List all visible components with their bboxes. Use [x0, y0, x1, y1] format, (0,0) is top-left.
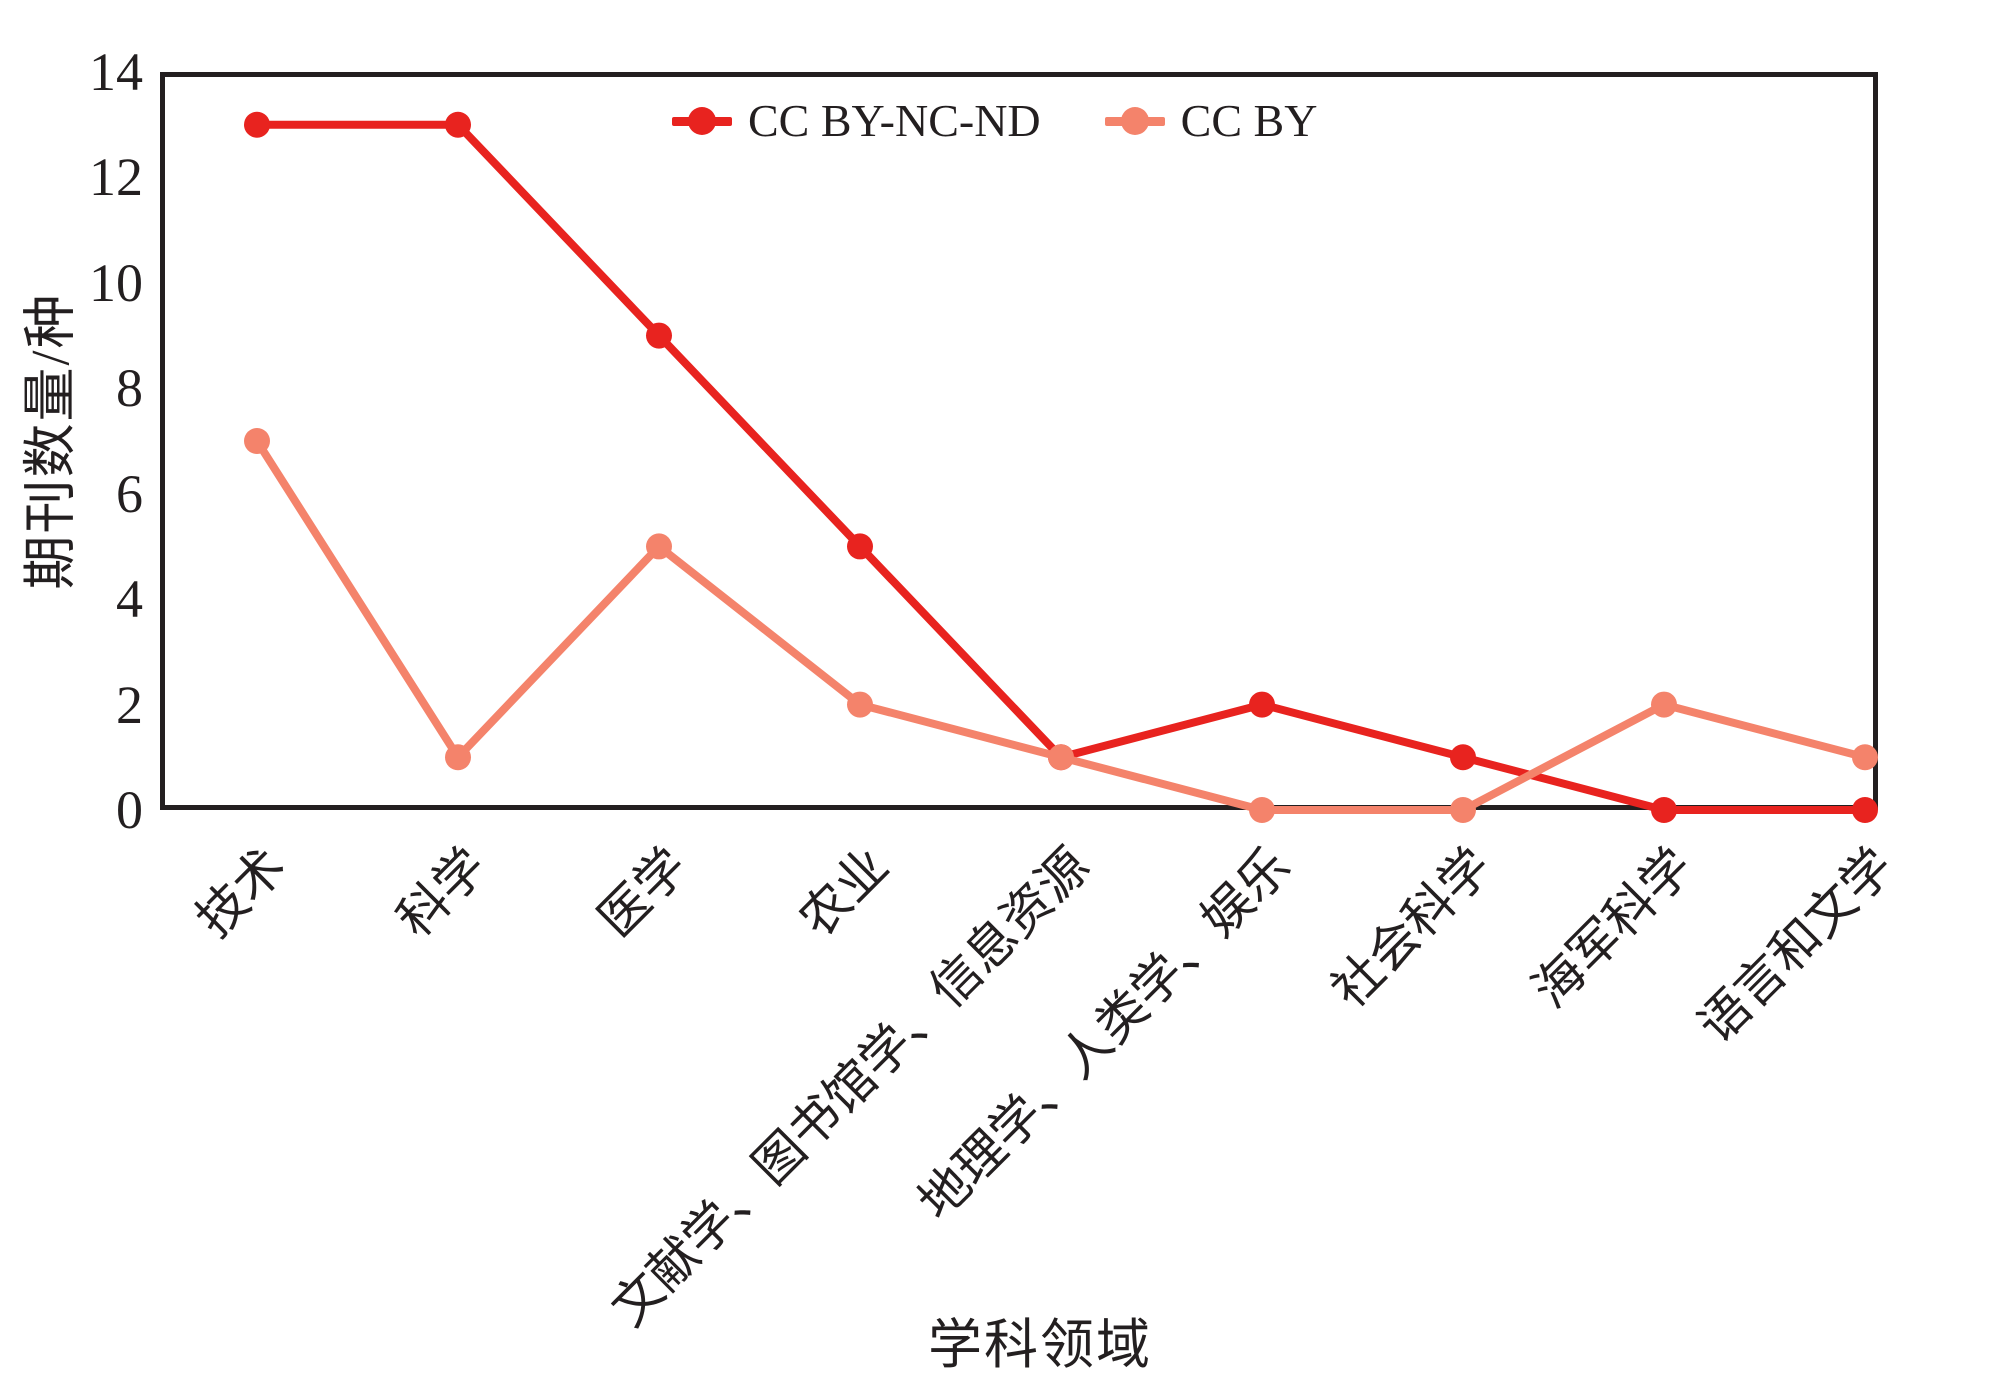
data-point — [445, 111, 471, 138]
x-axis-title: 学科领域 — [928, 1315, 1152, 1375]
legend: CC BY-NC-ND CC BY — [672, 98, 1317, 144]
legend-item-cc-by-nc-nd: CC BY-NC-ND — [672, 98, 1041, 144]
data-point — [1450, 744, 1476, 771]
data-point — [445, 744, 471, 771]
y-tick-label: 0 — [116, 780, 143, 840]
y-tick-label: 14 — [89, 42, 143, 102]
data-point — [1852, 797, 1878, 823]
data-point — [1249, 797, 1275, 823]
legend-marker-cc-by-icon — [1104, 106, 1165, 136]
data-point — [646, 322, 672, 349]
data-point — [244, 428, 270, 454]
y-tick-label: 6 — [116, 463, 143, 524]
legend-label-cc-by: CC BY — [1180, 95, 1318, 146]
data-point — [244, 111, 270, 138]
data-point — [847, 533, 873, 560]
data-point — [1249, 691, 1275, 718]
data-point — [646, 533, 672, 560]
plot-area — [160, 72, 1878, 810]
legend-dot — [688, 107, 716, 135]
y-axis-title: 期刊数量/种 — [20, 292, 81, 590]
legend-marker-cc-by-nc-nd-icon — [672, 106, 732, 136]
data-point — [847, 691, 873, 718]
y-tick-label: 2 — [116, 674, 143, 735]
y-tick-label: 12 — [89, 147, 143, 208]
data-point — [1048, 744, 1074, 771]
data-point — [1450, 797, 1476, 823]
y-tick-label: 8 — [116, 358, 143, 419]
legend-item-cc-by: CC BY — [1104, 95, 1318, 146]
data-point — [1651, 691, 1677, 718]
legend-dot — [1120, 107, 1149, 135]
series-line-0 — [253, 120, 1869, 814]
y-tick-label: 10 — [89, 252, 143, 313]
legend-label-cc-by-nc-nd: CC BY-NC-ND — [748, 95, 1041, 146]
data-point — [1852, 744, 1878, 771]
data-point — [1651, 797, 1677, 823]
y-tick-label: 4 — [116, 569, 143, 630]
